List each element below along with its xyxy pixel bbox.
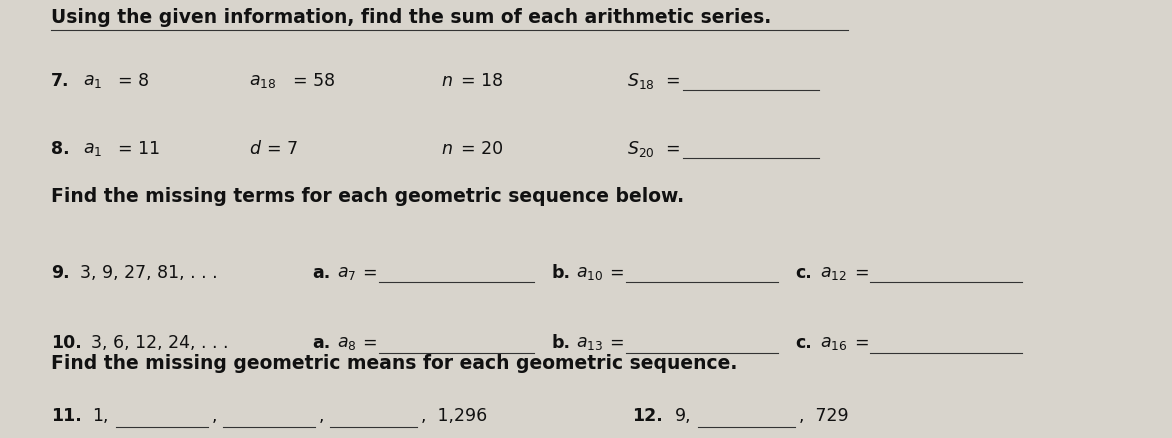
Text: a.: a. [313, 263, 331, 281]
Text: 9.: 9. [50, 263, 69, 281]
Text: =: = [853, 333, 868, 351]
Text: 11.: 11. [50, 406, 82, 424]
Text: Find the missing geometric means for each geometric sequence.: Find the missing geometric means for eac… [50, 353, 737, 372]
Text: 12.: 12. [633, 406, 663, 424]
Text: c.: c. [796, 333, 812, 351]
Text: ,  729: , 729 [799, 406, 849, 424]
Text: =: = [362, 263, 377, 281]
Text: b.: b. [551, 263, 570, 281]
Text: a.: a. [313, 333, 331, 351]
Text: $a_1$: $a_1$ [83, 71, 103, 89]
Text: $a_{13}$: $a_{13}$ [575, 333, 602, 351]
Text: 3, 6, 12, 24, . . .: 3, 6, 12, 24, . . . [91, 333, 229, 351]
Text: =: = [609, 333, 624, 351]
Text: Find the missing terms for each geometric sequence below.: Find the missing terms for each geometri… [50, 187, 683, 206]
Text: ,  1,296: , 1,296 [421, 406, 488, 424]
Text: $d$: $d$ [248, 140, 261, 158]
Text: = 7: = 7 [267, 140, 299, 158]
Text: $a_{10}$: $a_{10}$ [575, 263, 602, 281]
Text: $a_1$: $a_1$ [83, 140, 103, 158]
Text: =: = [666, 71, 680, 89]
Text: $S_{20}$: $S_{20}$ [627, 138, 654, 159]
Text: ,: , [319, 406, 323, 424]
Text: 1,: 1, [93, 406, 109, 424]
Text: $a_{18}$: $a_{18}$ [248, 71, 275, 89]
Text: 3, 9, 27, 81, . . .: 3, 9, 27, 81, . . . [80, 263, 218, 281]
Text: $a_8$: $a_8$ [338, 333, 356, 351]
Text: ,: , [211, 406, 217, 424]
Text: 8.: 8. [50, 140, 69, 158]
Text: = 18: = 18 [462, 71, 504, 89]
Text: =: = [609, 263, 624, 281]
Text: b.: b. [551, 333, 570, 351]
Text: c.: c. [796, 263, 812, 281]
Text: = 58: = 58 [293, 71, 335, 89]
Text: $n$: $n$ [441, 71, 452, 89]
Text: $a_7$: $a_7$ [338, 263, 356, 281]
Text: =: = [853, 263, 868, 281]
Text: =: = [362, 333, 377, 351]
Text: 7.: 7. [50, 71, 69, 89]
Text: Using the given information, find the sum of each arithmetic series.: Using the given information, find the su… [50, 8, 771, 27]
Text: $a_{12}$: $a_{12}$ [820, 263, 847, 281]
Text: =: = [666, 140, 680, 158]
Text: = 11: = 11 [118, 140, 161, 158]
Text: $n$: $n$ [441, 140, 452, 158]
Text: $a_{16}$: $a_{16}$ [820, 333, 847, 351]
Text: = 8: = 8 [118, 71, 149, 89]
Text: 9,: 9, [674, 406, 691, 424]
Text: 10.: 10. [50, 333, 82, 351]
Text: $S_{18}$: $S_{18}$ [627, 71, 654, 90]
Text: = 20: = 20 [462, 140, 504, 158]
